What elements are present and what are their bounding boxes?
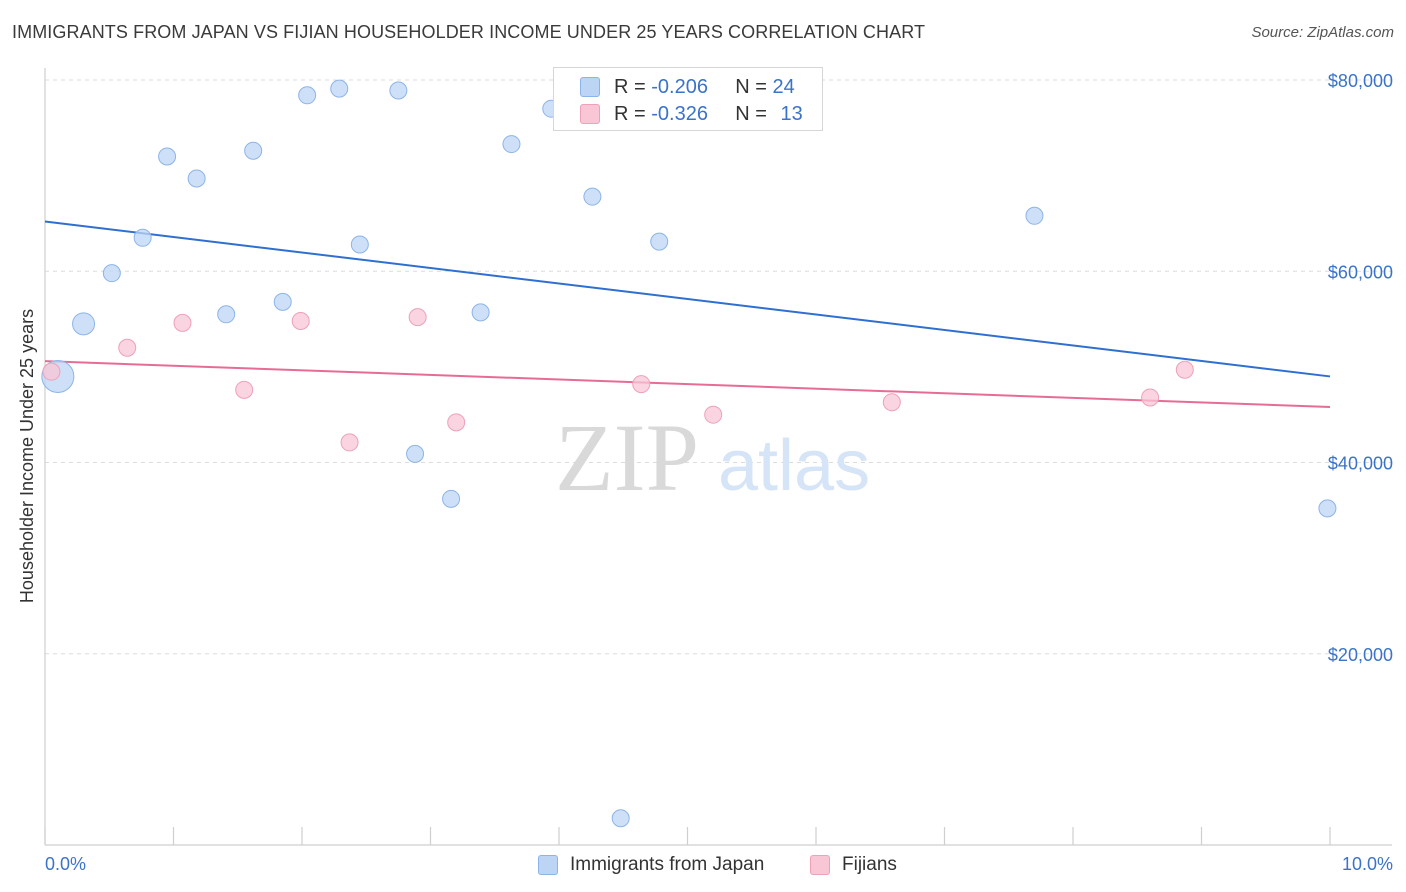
- data-point-japan: [406, 444, 425, 463]
- n-value: 13: [780, 102, 803, 125]
- data-point-japan: [244, 141, 263, 160]
- data-point-japan: [350, 235, 369, 254]
- legend-label-fijians: Fijians: [842, 854, 897, 875]
- legend-swatch-pink: [580, 104, 600, 124]
- data-point-fijians: [173, 313, 192, 332]
- data-point-fijians: [632, 375, 651, 394]
- trend-line-japan: [44, 220, 1331, 378]
- data-point-japan: [442, 489, 461, 508]
- data-point-japan: [389, 81, 408, 100]
- data-point-japan: [583, 187, 602, 206]
- legend-item-fijians[interactable]: Fijians: [810, 851, 897, 879]
- data-point-japan: [1025, 206, 1044, 225]
- data-point-fijians: [1175, 360, 1194, 379]
- trend-line-fijians: [44, 360, 1331, 409]
- legend-swatch-pink: [810, 855, 830, 875]
- data-point-fijians: [42, 362, 61, 381]
- data-point-japan: [273, 292, 292, 311]
- data-point-fijians: [408, 308, 427, 327]
- watermark-zip: ZIP: [555, 404, 699, 511]
- data-point-japan: [1318, 499, 1337, 518]
- data-point-japan: [158, 147, 177, 166]
- x-tick-label: 10.0%: [1342, 854, 1393, 874]
- data-point-fijians: [447, 413, 466, 432]
- data-point-fijians: [340, 433, 359, 452]
- data-point-japan: [133, 228, 152, 247]
- stats-legend-row-fijians: R = -0.326 N = 13: [580, 101, 803, 127]
- watermark: ZIP atlas: [555, 404, 870, 511]
- data-point-fijians: [291, 311, 310, 330]
- data-point-fijians: [118, 338, 137, 357]
- trend-lines: [44, 220, 1331, 409]
- data-point-japan: [217, 305, 236, 324]
- r-label: R =: [614, 102, 646, 125]
- data-point-japan: [102, 264, 121, 283]
- data-point-japan: [72, 312, 96, 336]
- data-point-fijians: [1141, 388, 1160, 407]
- data-point-japan: [502, 135, 521, 154]
- data-points: [41, 79, 1337, 828]
- watermark-atlas: atlas: [718, 426, 870, 506]
- r-label: R =: [614, 75, 646, 98]
- n-value: 24: [772, 75, 795, 98]
- y-tick-label: $40,000: [1328, 454, 1393, 474]
- data-point-fijians: [882, 393, 901, 412]
- legend-item-japan[interactable]: Immigrants from Japan: [538, 851, 764, 879]
- gridlines: [45, 79, 1392, 655]
- legend-swatch-blue: [538, 855, 558, 875]
- data-point-japan: [187, 169, 206, 188]
- chart-title: IMMIGRANTS FROM JAPAN VS FIJIAN HOUSEHOL…: [12, 22, 926, 42]
- data-point-japan: [611, 809, 630, 828]
- data-point-japan: [471, 303, 490, 322]
- data-point-japan: [330, 79, 349, 98]
- y-axis-title: Householder Income Under 25 years: [17, 309, 37, 603]
- y-tick-label: $80,000: [1328, 71, 1393, 91]
- stats-legend: R = -0.206 N = 24 R = -0.326 N = 13: [553, 67, 823, 131]
- n-label: N =: [735, 75, 767, 98]
- data-point-japan: [650, 232, 669, 251]
- data-point-japan: [298, 86, 317, 105]
- r-value: -0.326: [651, 102, 708, 125]
- legend-label-japan: Immigrants from Japan: [570, 854, 765, 875]
- y-tick-label: $60,000: [1328, 262, 1393, 282]
- legend-swatch-blue: [580, 77, 600, 97]
- source-credit: Source: ZipAtlas.com: [1251, 24, 1394, 41]
- stats-legend-row-japan: R = -0.206 N = 24: [580, 74, 795, 100]
- x-tick-label: 0.0%: [45, 854, 86, 874]
- axes: $20,000 $40,000 $60,000 $80,000 0.0% 10.0%: [44, 68, 1393, 874]
- y-tick-label: $20,000: [1328, 645, 1393, 665]
- data-point-fijians: [704, 405, 723, 424]
- n-label: N =: [735, 102, 767, 125]
- r-value: -0.206: [651, 75, 708, 98]
- data-point-fijians: [235, 380, 254, 399]
